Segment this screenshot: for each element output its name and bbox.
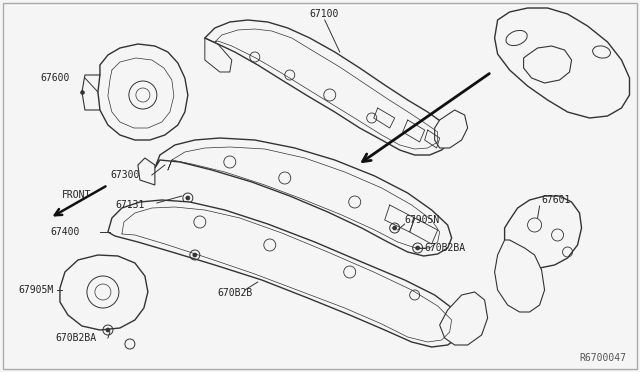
Text: 67100: 67100 (310, 9, 339, 19)
Text: FRONT: FRONT (62, 190, 92, 200)
Polygon shape (155, 138, 452, 256)
Circle shape (106, 328, 110, 332)
Circle shape (393, 226, 397, 230)
Circle shape (193, 253, 197, 257)
Polygon shape (495, 8, 630, 118)
Text: 67601: 67601 (541, 195, 571, 205)
Text: R6700047: R6700047 (580, 353, 627, 363)
Polygon shape (504, 196, 582, 268)
Circle shape (415, 246, 420, 250)
Text: 67600: 67600 (40, 73, 69, 83)
Text: 670B2B: 670B2B (218, 288, 253, 298)
Text: 67905M: 67905M (18, 285, 53, 295)
Polygon shape (495, 240, 545, 312)
Text: 67131: 67131 (115, 200, 144, 210)
Text: 67400: 67400 (50, 227, 79, 237)
Circle shape (186, 196, 190, 200)
Text: 67905N: 67905N (404, 215, 440, 225)
Text: 67300: 67300 (110, 170, 140, 180)
Polygon shape (524, 46, 572, 83)
Polygon shape (138, 158, 155, 185)
Polygon shape (435, 110, 468, 148)
Polygon shape (60, 255, 148, 330)
Text: 670B2BA: 670B2BA (55, 333, 96, 343)
Polygon shape (205, 20, 450, 155)
Polygon shape (440, 292, 488, 345)
Text: 670B2BA: 670B2BA (425, 243, 466, 253)
Polygon shape (108, 200, 461, 347)
Polygon shape (98, 44, 188, 140)
